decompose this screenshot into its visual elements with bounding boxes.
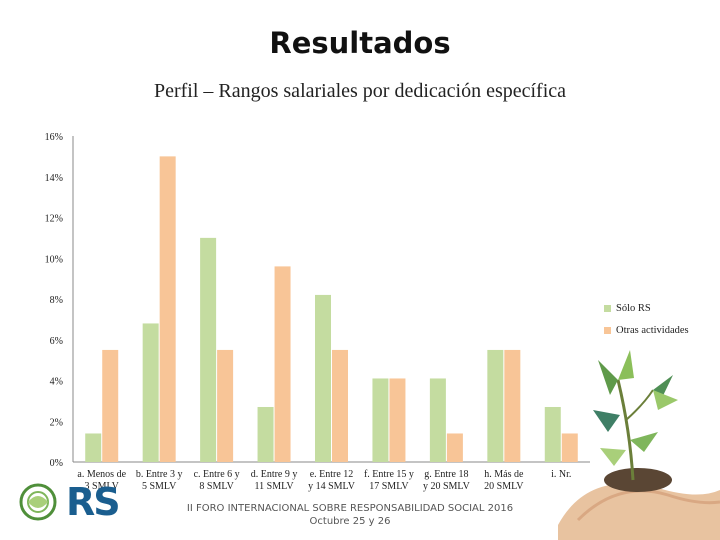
bar-series-1-4 xyxy=(257,406,274,462)
bar-series-1-2 xyxy=(142,323,159,462)
bar-series-1-7 xyxy=(429,378,446,462)
bar-series-2-7 xyxy=(446,433,463,462)
y-tick-label: 2% xyxy=(50,417,63,428)
rs-logo: RS xyxy=(14,478,124,528)
x-tick-label: g. Entre 18 y 20 SMLV xyxy=(423,469,471,492)
plant-in-hands-illustration xyxy=(558,350,720,540)
bar-series-2-4 xyxy=(274,266,291,462)
x-tick-label: a. Menos de 3 SMLV xyxy=(77,469,126,492)
bar-series-2-3 xyxy=(217,349,234,462)
y-tick-label: 8% xyxy=(50,295,63,306)
x-tick-label: d. Entre 9 y 11 SMLV xyxy=(251,469,298,492)
footer-event: II FORO INTERNACIONAL SOBRE RESPONSABILI… xyxy=(186,503,514,514)
legend-label: Sólo RS xyxy=(616,302,651,314)
legend-swatch xyxy=(604,326,611,334)
legend-label: Otras actividades xyxy=(616,324,689,336)
footer-date: Octubre 25 y 26 xyxy=(309,516,391,527)
bar-series-1-3 xyxy=(200,237,217,462)
slide-subtitle: Perfil – Rangos salariales por dedicació… xyxy=(153,80,567,102)
y-tick-label: 14% xyxy=(45,173,63,184)
y-tick-label: 4% xyxy=(50,377,63,388)
slide-title: Resultados xyxy=(269,26,451,60)
legend-item-series-1: Sólo RS xyxy=(604,297,689,319)
bar-series-1-9 xyxy=(544,406,561,462)
bar-series-2-9 xyxy=(561,433,578,462)
bar-series-2-2 xyxy=(159,156,176,462)
bar-series-2-6 xyxy=(389,378,406,462)
x-tick-label: f. Entre 15 y 17 SMLV xyxy=(364,469,414,492)
y-tick-label: 10% xyxy=(45,254,63,265)
x-tick-label: h. Más de 20 SMLV xyxy=(484,469,524,492)
bar-series-1-1 xyxy=(85,433,102,462)
bar-series-2-8 xyxy=(504,349,521,462)
bar-series-2-1 xyxy=(102,349,119,462)
bar-series-2-5 xyxy=(332,349,348,462)
y-tick-label: 16% xyxy=(45,132,63,143)
legend-item-series-2: Otras actividades xyxy=(604,319,689,341)
y-tick-label: 12% xyxy=(45,214,63,225)
bar-series-1-5 xyxy=(315,294,331,462)
y-tick-label: 6% xyxy=(50,336,63,347)
bar-series-1-8 xyxy=(487,349,504,462)
chart-legend: Sólo RS Otras actividades xyxy=(604,297,689,341)
x-tick-label: i. Nr. xyxy=(551,469,571,480)
y-tick-label: 0% xyxy=(50,458,63,469)
bar-series-1-6 xyxy=(372,378,389,462)
globe-icon xyxy=(19,483,57,521)
legend-swatch xyxy=(604,304,611,312)
x-tick-label: e. Entre 12 y 14 SMLV xyxy=(308,469,356,492)
logo-text: RS xyxy=(66,480,121,524)
